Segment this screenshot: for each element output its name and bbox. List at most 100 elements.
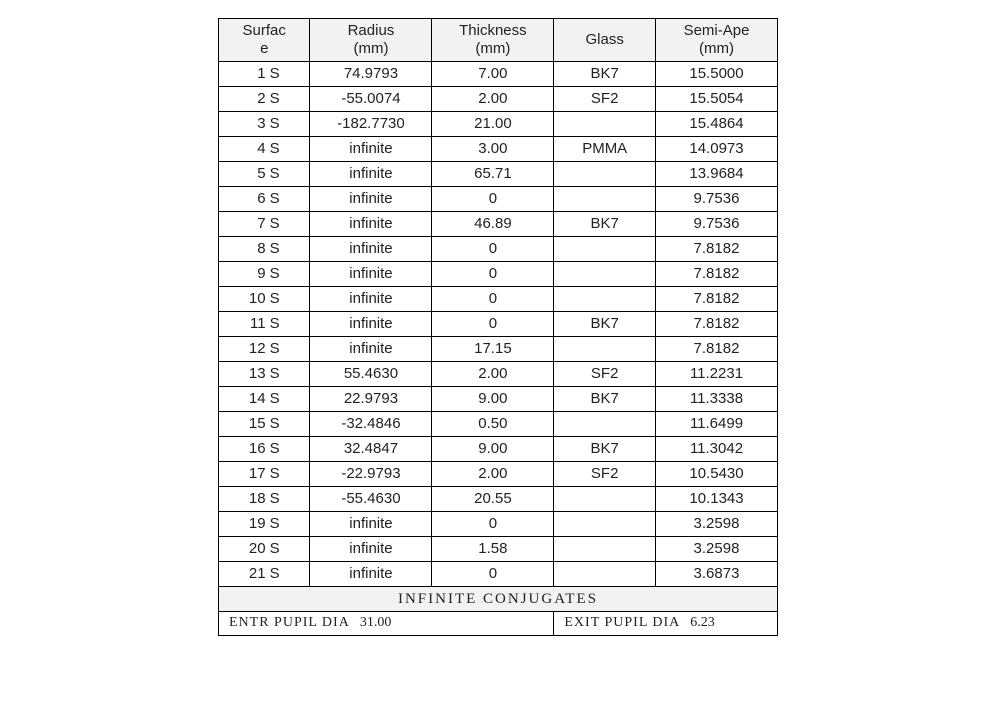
cell-radius: -55.0074 bbox=[310, 87, 432, 112]
cell-surface: 13S bbox=[219, 362, 310, 387]
surface-index: 3 bbox=[249, 115, 266, 133]
cell-thickness: 17.15 bbox=[432, 337, 554, 362]
cell-semiape: 15.5054 bbox=[656, 87, 778, 112]
table-row: 20Sinfinite1.583.2598 bbox=[219, 537, 778, 562]
cell-glass: SF2 bbox=[554, 87, 656, 112]
surface-suffix: S bbox=[270, 440, 280, 457]
table-row: 16S32.48479.00BK711.3042 bbox=[219, 437, 778, 462]
cell-thickness: 1.58 bbox=[432, 537, 554, 562]
surface-suffix: S bbox=[270, 240, 280, 257]
cell-semiape: 3.2598 bbox=[656, 512, 778, 537]
table-row: 18S-55.463020.5510.1343 bbox=[219, 487, 778, 512]
table-row: 12Sinfinite17.157.8182 bbox=[219, 337, 778, 362]
cell-semiape: 7.8182 bbox=[656, 287, 778, 312]
cell-semiape: 11.2231 bbox=[656, 362, 778, 387]
cell-glass: BK7 bbox=[554, 437, 656, 462]
table-row: 11Sinfinite0BK77.8182 bbox=[219, 312, 778, 337]
cell-surface: 10S bbox=[219, 287, 310, 312]
surface-index: 11 bbox=[249, 315, 266, 333]
cell-glass bbox=[554, 287, 656, 312]
surface-suffix: S bbox=[270, 515, 280, 532]
cell-glass bbox=[554, 412, 656, 437]
table-row: 8Sinfinite07.8182 bbox=[219, 237, 778, 262]
section-label: INFINITE CONJUGATES bbox=[219, 587, 778, 612]
surface-suffix: S bbox=[270, 340, 280, 357]
table-row: 10Sinfinite07.8182 bbox=[219, 287, 778, 312]
cell-glass bbox=[554, 562, 656, 587]
table-row: 9Sinfinite07.8182 bbox=[219, 262, 778, 287]
cell-radius: 32.4847 bbox=[310, 437, 432, 462]
surface-index: 19 bbox=[249, 515, 266, 533]
page: Surface Radius(mm) Thickness(mm) Glass S… bbox=[0, 0, 996, 722]
cell-surface: 21S bbox=[219, 562, 310, 587]
cell-semiape: 3.6873 bbox=[656, 562, 778, 587]
cell-radius: infinite bbox=[310, 512, 432, 537]
cell-surface: 17S bbox=[219, 462, 310, 487]
surface-index: 15 bbox=[249, 415, 266, 433]
footer-row-pupil: ENTR PUPIL DIA31.00EXIT PUPIL DIA6.23 bbox=[219, 612, 778, 636]
cell-thickness: 2.00 bbox=[432, 362, 554, 387]
surface-suffix: S bbox=[270, 140, 280, 157]
cell-semiape: 9.7536 bbox=[656, 187, 778, 212]
footer-left-value: 31.00 bbox=[360, 615, 392, 630]
cell-glass bbox=[554, 237, 656, 262]
table-row: 17S-22.97932.00SF210.5430 bbox=[219, 462, 778, 487]
surface-index: 21 bbox=[249, 565, 266, 583]
col-header-glass-l1: Glass bbox=[586, 31, 624, 48]
table-header: Surface Radius(mm) Thickness(mm) Glass S… bbox=[219, 19, 778, 62]
cell-thickness: 0 bbox=[432, 562, 554, 587]
cell-glass: BK7 bbox=[554, 212, 656, 237]
table-row: 2S-55.00742.00SF215.5054 bbox=[219, 87, 778, 112]
cell-radius: infinite bbox=[310, 212, 432, 237]
cell-glass: BK7 bbox=[554, 62, 656, 87]
cell-surface: 4S bbox=[219, 137, 310, 162]
surface-suffix: S bbox=[270, 165, 280, 182]
cell-surface: 5S bbox=[219, 162, 310, 187]
col-header-radius: Radius(mm) bbox=[310, 19, 432, 62]
cell-thickness: 3.00 bbox=[432, 137, 554, 162]
col-header-surface: Surface bbox=[219, 19, 310, 62]
cell-thickness: 21.00 bbox=[432, 112, 554, 137]
cell-surface: 2S bbox=[219, 87, 310, 112]
cell-surface: 1S bbox=[219, 62, 310, 87]
cell-thickness: 9.00 bbox=[432, 387, 554, 412]
cell-thickness: 46.89 bbox=[432, 212, 554, 237]
cell-radius: 55.4630 bbox=[310, 362, 432, 387]
cell-radius: -32.4846 bbox=[310, 412, 432, 437]
cell-glass: SF2 bbox=[554, 362, 656, 387]
table-row: 13S55.46302.00SF211.2231 bbox=[219, 362, 778, 387]
table-body: 1S74.97937.00BK715.50002S-55.00742.00SF2… bbox=[219, 62, 778, 636]
cell-radius: 22.9793 bbox=[310, 387, 432, 412]
cell-surface: 19S bbox=[219, 512, 310, 537]
surface-suffix: S bbox=[270, 65, 280, 82]
surface-suffix: S bbox=[270, 415, 280, 432]
surface-index: 14 bbox=[249, 390, 266, 408]
cell-thickness: 20.55 bbox=[432, 487, 554, 512]
cell-glass bbox=[554, 487, 656, 512]
surface-suffix: S bbox=[270, 115, 280, 132]
cell-thickness: 0 bbox=[432, 287, 554, 312]
table-row: 3S-182.773021.0015.4864 bbox=[219, 112, 778, 137]
surface-index: 9 bbox=[249, 265, 266, 283]
cell-semiape: 7.8182 bbox=[656, 237, 778, 262]
cell-surface: 9S bbox=[219, 262, 310, 287]
cell-surface: 8S bbox=[219, 237, 310, 262]
cell-thickness: 0 bbox=[432, 312, 554, 337]
cell-semiape: 7.8182 bbox=[656, 262, 778, 287]
cell-glass bbox=[554, 262, 656, 287]
cell-thickness: 2.00 bbox=[432, 87, 554, 112]
table-row: 19Sinfinite03.2598 bbox=[219, 512, 778, 537]
cell-radius: 74.9793 bbox=[310, 62, 432, 87]
surface-index: 2 bbox=[249, 90, 266, 108]
surface-index: 6 bbox=[249, 190, 266, 208]
surface-index: 5 bbox=[249, 165, 266, 183]
cell-semiape: 7.8182 bbox=[656, 337, 778, 362]
cell-thickness: 0 bbox=[432, 237, 554, 262]
surface-index: 16 bbox=[249, 440, 266, 458]
table-row: 1S74.97937.00BK715.5000 bbox=[219, 62, 778, 87]
surface-suffix: S bbox=[270, 490, 280, 507]
cell-surface: 15S bbox=[219, 412, 310, 437]
cell-radius: infinite bbox=[310, 337, 432, 362]
footer-left: ENTR PUPIL DIA31.00 bbox=[219, 612, 554, 636]
col-header-semiape: Semi-Ape(mm) bbox=[656, 19, 778, 62]
